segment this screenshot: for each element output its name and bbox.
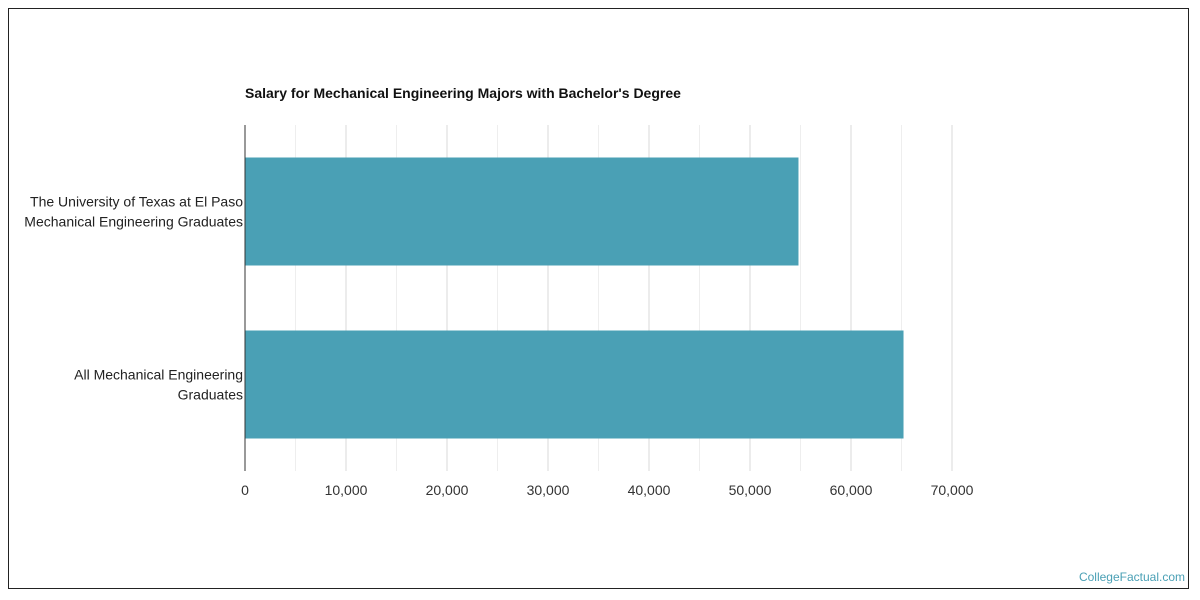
x-tick-label-4: 40,000 — [628, 482, 671, 498]
x-tick-label-7: 70,000 — [931, 482, 974, 498]
x-tick-label-3: 30,000 — [527, 482, 570, 498]
chart-title: Salary for Mechanical Engineering Majors… — [245, 85, 681, 101]
bar-0[interactable] — [245, 157, 799, 266]
bar-1[interactable] — [245, 330, 904, 439]
watermark-link[interactable]: CollegeFactual.com — [1078, 570, 1185, 584]
x-tick-label-0: 0 — [241, 482, 249, 498]
x-tick-label-6: 60,000 — [830, 482, 873, 498]
category-label-1-line-0: All Mechanical Engineering — [74, 367, 243, 383]
category-label-0-line-0: The University of Texas at El Paso — [30, 194, 243, 210]
x-tick-label-5: 50,000 — [729, 482, 772, 498]
category-label-0-line-1: Mechanical Engineering Graduates — [24, 214, 243, 230]
x-tick-label-2: 20,000 — [426, 482, 469, 498]
x-tick-label-1: 10,000 — [325, 482, 368, 498]
category-label-1-line-1: Graduates — [178, 387, 243, 403]
